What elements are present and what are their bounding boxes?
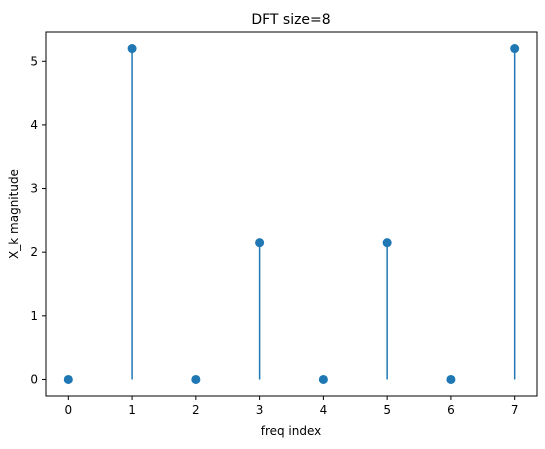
x-tick-label: 2 — [192, 403, 200, 417]
y-tick-label: 0 — [30, 372, 38, 386]
y-tick-label: 2 — [30, 245, 38, 259]
x-tick-label: 3 — [256, 403, 264, 417]
stem-marker — [63, 374, 73, 384]
x-tick-label: 1 — [128, 403, 136, 417]
y-tick-label: 4 — [30, 118, 38, 132]
plot-marks — [63, 44, 520, 384]
x-tick-label: 5 — [383, 403, 391, 417]
y-tick-label: 1 — [30, 309, 38, 323]
stem-marker — [255, 238, 265, 248]
x-axis-label: freq index — [261, 424, 322, 438]
x-tick-label: 4 — [320, 403, 328, 417]
x-tick-label: 7 — [511, 403, 519, 417]
x-tick-label: 6 — [447, 403, 455, 417]
stem-marker — [318, 374, 328, 384]
y-tick-label: 5 — [30, 54, 38, 68]
stem-marker — [510, 44, 520, 54]
stem-marker — [191, 374, 201, 384]
axes: 0 1 2 3 4 5 6 7 0 1 2 3 4 5 — [30, 54, 518, 417]
stem-marker — [446, 374, 456, 384]
stem-marker — [382, 238, 392, 248]
plot-frame — [45, 31, 538, 397]
x-tick-label: 0 — [64, 403, 72, 417]
y-tick-label: 3 — [30, 182, 38, 196]
chart-title: DFT size=8 — [251, 12, 330, 28]
stem-marker — [127, 44, 137, 54]
y-axis-label: X_k magnitude — [7, 169, 21, 259]
